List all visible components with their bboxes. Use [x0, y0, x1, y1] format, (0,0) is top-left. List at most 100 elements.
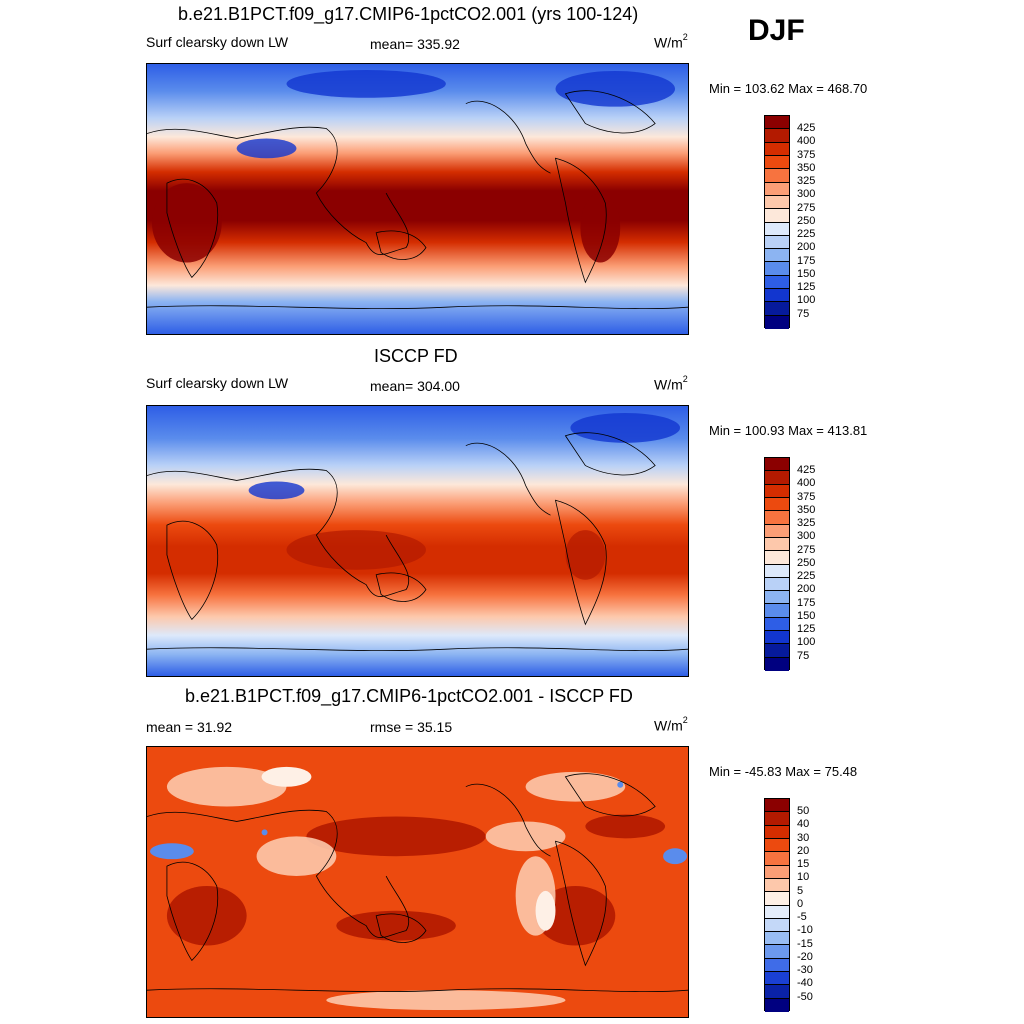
colorbar-swatch [765, 302, 789, 316]
colorbar-swatch [765, 945, 789, 959]
colorbar-tick-label: 0 [797, 897, 804, 910]
colorbar-swatch [765, 985, 789, 999]
colorbar-tick-label: 375 [797, 490, 816, 503]
colorbar-swatch [765, 577, 789, 592]
colorbar-tick-label: 40 [797, 818, 810, 831]
colorbar-swatch [765, 471, 789, 485]
colorbar-swatch [765, 918, 789, 933]
colorbar-swatch [765, 116, 789, 130]
colorbar-tick-label: -5 [797, 911, 807, 923]
colorbar-tick-label: 125 [797, 281, 816, 293]
colorbar-swatch [765, 537, 789, 552]
panel-model-colorbar [764, 115, 790, 329]
colorbar-swatch [765, 604, 789, 618]
panel-obs-colorbar-labels: 425 400 375 350 325 300 275 250 225 200 175 150 125 1… [797, 464, 815, 663]
colorbar-swatch [765, 998, 789, 1012]
panel-diff-colorbar [764, 798, 790, 1012]
colorbar-tick-label: 20 [797, 844, 810, 857]
colorbar-swatch [765, 617, 789, 632]
panel-diff-title: b.e21.B1PCT.f09_g17.CMIP6-1pctCO2.001 - … [185, 686, 633, 706]
panel-obs-minmax: Min = 100.93 Max = 413.81 [709, 423, 868, 438]
tibet-cold-spot [236, 138, 297, 159]
colorbar-tick-label: -40 [797, 977, 813, 990]
colorbar-swatch [765, 958, 789, 973]
colorbar-tick-label: 275 [797, 201, 816, 214]
colorbar-swatch [765, 182, 789, 196]
colorbar-swatch [765, 235, 789, 250]
colorbar-swatch [765, 838, 789, 853]
colorbar-tick-label: 175 [797, 254, 816, 267]
colorbar-swatch [765, 497, 789, 512]
colorbar-tick-label: 375 [797, 148, 816, 161]
colorbar-swatch [765, 905, 789, 919]
colorbar-swatch [765, 892, 789, 906]
colorbar-swatch [765, 155, 789, 170]
colorbar-swatch [765, 315, 789, 329]
colorbar-tick-label: 10 [797, 871, 810, 884]
coastlines [147, 90, 688, 310]
colorbar-tick-label: 275 [797, 543, 816, 556]
colorbar-swatch [765, 799, 789, 813]
colorbar-swatch [765, 551, 789, 565]
colorbar-swatch [765, 825, 789, 839]
colorbar-swatch [765, 932, 789, 946]
panel-obs-map [146, 405, 689, 677]
colorbar-tick-label: 50 [797, 805, 810, 817]
colorbar-swatch [765, 878, 789, 893]
colorbar-swatch [765, 644, 789, 658]
colorbar-tick-label: 200 [797, 583, 816, 596]
colorbar-swatch [765, 289, 789, 303]
panel-obs-mean-label: mean= 304.00 [370, 378, 460, 394]
panel-model-colorbar-labels: 425 400 375 350 325 300 275 250 225 200 175 150 125 1… [797, 122, 815, 321]
panel-model-minmax: Min = 103.62 Max = 468.70 [709, 81, 868, 96]
colorbar-swatch [765, 657, 789, 671]
panel-model-variable-label: Surf clearsky down LW [146, 34, 289, 50]
colorbar-tick-label: 5 [797, 884, 804, 897]
colorbar-swatch [765, 865, 789, 879]
colorbar-swatch [765, 169, 789, 183]
panel-obs-variable-label: Surf clearsky down LW [146, 375, 289, 391]
colorbar-tick-label: 175 [797, 596, 816, 609]
colorbar-tick-label: 125 [797, 623, 816, 635]
colorbar-tick-label: 300 [797, 530, 816, 543]
panel-diff-units: W/m2 [654, 715, 688, 734]
colorbar-tick-label: 350 [797, 161, 816, 174]
colorbar-swatch [765, 972, 789, 986]
colorbar-swatch [765, 564, 789, 578]
colorbar-swatch [765, 262, 789, 276]
panel-diff-colorbar-labels: 50 40 30 20 15 10 5 0 -5 -10 -15 -20 -30 -40 -50 [797, 805, 813, 1004]
colorbar-swatch [765, 484, 789, 498]
colorbar-tick-label: 150 [797, 609, 816, 622]
panel-diff-minmax: Min = -45.83 Max = 75.48 [709, 764, 858, 779]
colorbar-tick-label: 425 [797, 122, 816, 134]
colorbar-tick-label: 400 [797, 477, 816, 490]
colorbar-swatch [765, 222, 789, 236]
colorbar-swatch [765, 458, 789, 472]
colorbar-swatch [765, 195, 789, 210]
colorbar-tick-label: 300 [797, 188, 816, 201]
colorbar-swatch [765, 275, 789, 290]
panel-model-units: W/m2 [654, 32, 688, 51]
colorbar-swatch [765, 631, 789, 645]
colorbar-tick-label: -15 [797, 937, 813, 950]
colorbar-swatch [765, 812, 789, 826]
colorbar-swatch [765, 129, 789, 143]
colorbar-tick-label: 100 [797, 636, 816, 649]
panel-obs-title: ISCCP FD [374, 346, 458, 366]
colorbar-tick-label: 15 [797, 858, 810, 870]
panel-diff-map [146, 746, 689, 1018]
colorbar-tick-label: -50 [797, 990, 813, 1003]
colorbar-tick-label: 400 [797, 135, 816, 148]
colorbar-swatch [765, 249, 789, 263]
colorbar-swatch [765, 524, 789, 538]
panel-diff-rmse-label: rmse = 35.15 [370, 719, 453, 735]
panel-obs-units: W/m2 [654, 374, 688, 393]
colorbar-tick-label: 225 [797, 228, 816, 240]
panel-diff-mean-label: mean = 31.92 [146, 719, 233, 735]
colorbar-swatch [765, 142, 789, 156]
colorbar-swatch [765, 511, 789, 525]
panel-model-title: b.e21.B1PCT.f09_g17.CMIP6-1pctCO2.001 (y… [178, 4, 639, 24]
colorbar-tick-label: 75 [797, 307, 810, 320]
colorbar-tick-label: 250 [797, 214, 816, 227]
colorbar-tick-label: 325 [797, 175, 816, 187]
